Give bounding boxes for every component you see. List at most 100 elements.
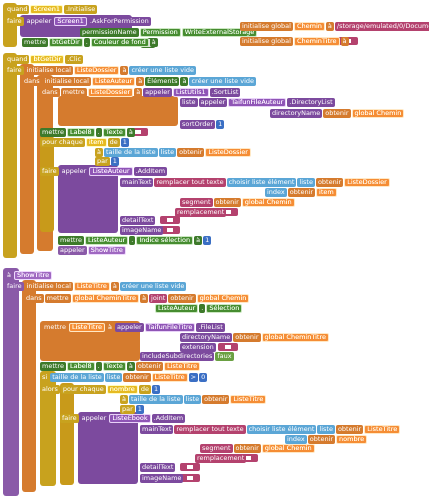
dropdown-field[interactable]: global Chemin <box>196 294 250 303</box>
dropdown-field[interactable]: Texte <box>102 128 126 137</box>
dropdown-field[interactable]: TaifunFileTitre <box>144 323 196 332</box>
block-row: alors pour chaque nombre de 1 <box>40 385 161 394</box>
dropdown-field[interactable]: Couleur de fond <box>90 38 149 47</box>
block-row: quand Screen1 .Initialise <box>5 5 98 14</box>
block-label: imageName <box>120 226 164 235</box>
dropdown-field[interactable]: ShowTitre <box>87 246 126 255</box>
block-label: . <box>199 304 206 313</box>
block-label: à <box>126 362 135 371</box>
block-label: à <box>120 66 129 75</box>
block-label: pour chaque <box>40 138 85 147</box>
dropdown-field[interactable]: ListeTitre <box>364 425 401 434</box>
block-label: . <box>95 362 102 371</box>
block-row: mainText remplacer tout texte choisir list… <box>120 178 390 187</box>
dropdown-field[interactable]: Texte <box>102 362 126 371</box>
block-label: initialise local <box>24 282 73 291</box>
empty-text <box>160 226 180 234</box>
dropdown-field[interactable]: CheminTitre <box>293 37 340 46</box>
dropdown-field[interactable]: global Chemin <box>351 109 405 118</box>
block-row: includeSubdirectories faux <box>140 352 234 361</box>
dropdown-field[interactable]: ListeDossier <box>87 88 134 97</box>
block-label: dans <box>24 294 44 303</box>
block-label: mettre <box>22 38 48 47</box>
dropdown-field[interactable]: nombre <box>106 385 138 394</box>
dropdown-field[interactable]: TaifunFileAuteur <box>228 98 287 107</box>
block-row: par 1 <box>95 157 119 166</box>
dropdown-field[interactable]: ShowTitre <box>13 271 53 280</box>
dropdown-field[interactable]: ListeTitre <box>68 323 105 332</box>
dropdown-field[interactable]: btGetDir <box>48 38 83 47</box>
empty-text <box>160 216 180 224</box>
dropdown-field[interactable]: Label8 <box>66 128 95 137</box>
block-label: obtenir <box>335 425 364 434</box>
block-row: pour chaque item de 1 <box>40 138 129 147</box>
block-label: appeler <box>114 323 144 332</box>
dropdown-field[interactable]: Screen1 <box>54 17 87 26</box>
block-label: .FileList <box>196 323 225 332</box>
empty-text <box>180 474 200 482</box>
dropdown-field[interactable]: global CheminTitre <box>261 333 329 342</box>
block-label: initialise global <box>240 37 293 46</box>
block-row: dans mettre ListeDossier à appeler ListUtils1… <box>40 88 241 97</box>
dropdown-field[interactable]: Label8 <box>66 362 95 371</box>
block-label: mettre <box>40 128 66 137</box>
block-label: à <box>340 37 349 46</box>
dropdown-field[interactable]: ListUtils1 <box>172 88 209 97</box>
dropdown-field[interactable]: ListeTitre <box>73 282 110 291</box>
dropdown-field[interactable]: item <box>316 188 337 197</box>
block-label: .DirectoryList <box>287 98 335 107</box>
block-label: segment <box>200 444 233 453</box>
block-label: appeler <box>79 414 109 423</box>
dropdown-field[interactable]: global Chemin <box>241 198 295 207</box>
block-label: faire <box>60 414 79 423</box>
dropdown-field[interactable]: item <box>85 138 107 147</box>
block-label: créer une liste vide <box>119 282 187 291</box>
dropdown-field[interactable]: Screen1 <box>30 5 63 14</box>
block-label: remplacer tout texte <box>174 425 246 434</box>
local-block <box>20 64 34 254</box>
dropdown-field[interactable]: ListeDossier <box>73 66 120 75</box>
dropdown-field[interactable]: btGetDir <box>30 55 65 64</box>
block-label: obtenir <box>233 333 261 342</box>
block-row: directoryName obtenir global Chemin <box>270 109 405 118</box>
dropdown-field[interactable]: WriteExternalStorage <box>181 28 258 37</box>
block-row: faire initialise local ListeTitre à créer un… <box>5 282 187 291</box>
dropdown-field[interactable]: ListeAuteur <box>89 167 133 176</box>
block-row: appeler ShowTitre <box>58 246 126 255</box>
block-label: 1 <box>110 157 119 166</box>
dropdown-field[interactable]: Chemin <box>293 22 325 31</box>
dropdown-field[interactable]: ListeDossier <box>344 178 390 187</box>
dropdown-field[interactable]: ListeTitre <box>164 362 201 371</box>
dropdown-field[interactable]: ListeAuteur <box>91 77 136 86</box>
dropdown-field[interactable]: Indice sélection <box>136 236 194 245</box>
dropdown-field[interactable]: global CheminTitre <box>71 294 140 303</box>
block-label: imageName <box>140 474 184 483</box>
block-label: .SortList <box>209 88 241 97</box>
dropdown-field[interactable]: ListeTitre <box>230 395 267 404</box>
for-block <box>60 383 74 485</box>
dropdown-field[interactable]: ListeDossier <box>205 148 251 157</box>
block-row: remplacement <box>175 208 227 217</box>
block-row: faire appeler ListeAuteur .AddItem <box>40 167 168 176</box>
dropdown-field[interactable]: Sélection <box>206 304 243 313</box>
block-label: 1 <box>203 236 212 245</box>
block-row: dans mettre global CheminTitre à joint obteni… <box>24 294 250 303</box>
if-block <box>40 371 56 486</box>
dropdown-field[interactable]: ListeEbook <box>109 414 151 423</box>
block-label: detailText <box>120 216 156 225</box>
dropdown-field[interactable]: nombre <box>336 435 368 444</box>
block-label: à <box>140 294 149 303</box>
block-row: index obtenir item <box>265 188 337 197</box>
block-label: .AskForPermission <box>87 17 151 26</box>
block-row: si taille de la liste liste obtenir ListeTit… <box>40 373 208 382</box>
block-label: directoryName <box>270 109 323 118</box>
empty-text <box>180 463 200 471</box>
dropdown-field[interactable]: ListeAuteur <box>155 304 199 313</box>
block-label: à <box>105 323 114 332</box>
dropdown-field[interactable]: ListeAuteur <box>84 236 129 245</box>
dropdown-field[interactable]: ListeTitre <box>151 373 188 382</box>
dropdown-field[interactable]: Permission <box>139 28 181 37</box>
dropdown-field[interactable]: global Chemin <box>261 444 315 453</box>
block-row: remplacement <box>195 454 247 463</box>
block-label: dans <box>22 77 42 86</box>
